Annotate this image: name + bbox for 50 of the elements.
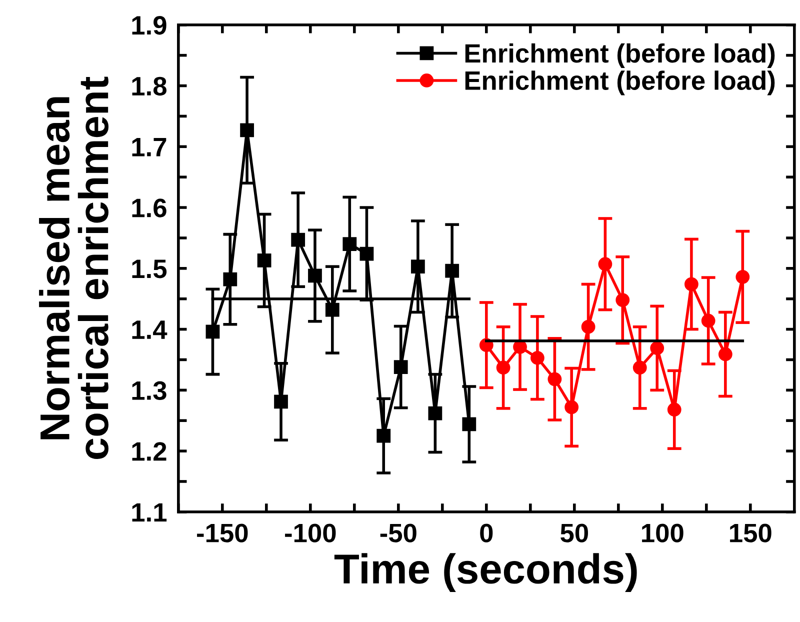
point: [223, 272, 238, 286]
y-tick-label: 1.7: [132, 138, 166, 156]
y-tick-label: 1.9: [132, 16, 166, 35]
point: [462, 417, 476, 432]
x-tick-label: 150: [730, 524, 772, 542]
point: [445, 264, 460, 278]
point: [684, 277, 698, 292]
x-tick-label: -100: [285, 524, 336, 542]
point: [632, 360, 647, 375]
x-axis-title: Time (seconds): [334, 553, 637, 592]
point: [650, 341, 664, 356]
point: [564, 400, 579, 414]
point: [581, 320, 596, 334]
point: [291, 232, 306, 247]
x-tick-label: -150: [197, 524, 248, 542]
y-tick-label: 1.3: [132, 381, 166, 400]
x-tick-label: 100: [642, 524, 684, 542]
point: [240, 123, 254, 138]
point: [701, 314, 716, 328]
point: [530, 350, 544, 365]
point: [410, 260, 425, 274]
point: [616, 293, 630, 307]
point: [496, 360, 510, 375]
y-axis-title: Normalised mean cortical enrichment: [39, 76, 108, 459]
point: [394, 360, 408, 374]
y-tick-label: 1.8: [132, 76, 166, 96]
point: [718, 347, 732, 362]
point: [257, 254, 272, 268]
point: [548, 372, 562, 386]
point: [206, 324, 220, 339]
point: [736, 270, 750, 284]
y-tick-label: 1.1: [132, 503, 167, 522]
point: [428, 406, 442, 420]
point: [274, 394, 288, 409]
point: [598, 257, 612, 272]
point: [325, 302, 340, 317]
point: [360, 246, 374, 261]
point: [308, 268, 322, 283]
point: [342, 237, 357, 251]
point: [376, 428, 391, 443]
y-tick-label: 1.2: [132, 442, 166, 461]
x-tick-label: 0: [480, 524, 493, 542]
y-tick-label: 1.6: [132, 198, 166, 218]
x-tick-label: 50: [560, 524, 588, 542]
y-tick-label: 1.5: [132, 260, 167, 278]
point: [667, 402, 682, 417]
x-tick-label: -50: [380, 524, 416, 542]
legend-label: Enrichment (before load): [465, 43, 775, 68]
y-tick-label: 1.4: [132, 320, 168, 339]
legend-label: Enrichment (before load): [465, 70, 775, 96]
